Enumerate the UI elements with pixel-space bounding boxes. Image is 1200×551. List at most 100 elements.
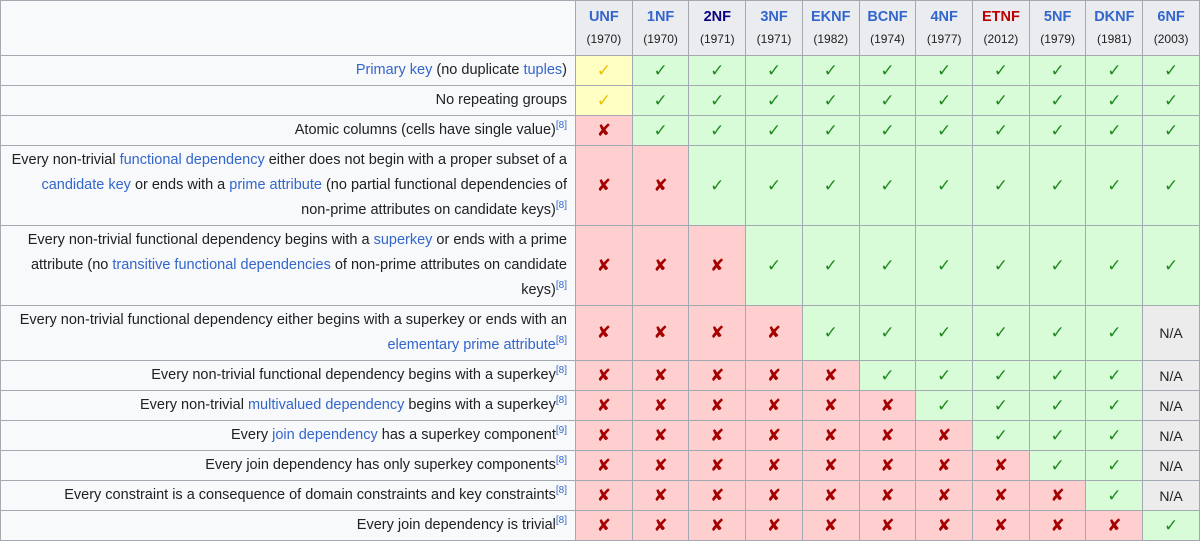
link[interactable]: tuples bbox=[523, 62, 563, 78]
table-row: Atomic columns (cells have single value)… bbox=[0, 115, 1200, 146]
status-cell: ✓ bbox=[1085, 55, 1144, 86]
status-cell: ✓ bbox=[858, 360, 917, 391]
status-cell: ✓ bbox=[1085, 480, 1144, 511]
link[interactable]: superkey bbox=[373, 232, 433, 248]
status-cell: ✘ bbox=[745, 305, 803, 361]
status-cell: ✓ bbox=[745, 55, 803, 86]
reference[interactable]: [8] bbox=[555, 335, 567, 347]
column-name[interactable]: 3NF bbox=[760, 9, 788, 25]
column-name[interactable]: ETNF bbox=[981, 9, 1020, 25]
link[interactable]: transitive functional dependencies bbox=[112, 257, 331, 273]
status-cell: ✓ bbox=[631, 85, 690, 116]
table-row: Every non-trivial functional dependency … bbox=[0, 305, 1200, 361]
reference[interactable]: [8] bbox=[555, 120, 567, 132]
status-cell: ✓ bbox=[1028, 360, 1087, 391]
row-label: Atomic columns (cells have single value)… bbox=[0, 115, 576, 146]
status-cell: ✓ bbox=[1028, 305, 1087, 361]
column-year: (1971) bbox=[756, 32, 792, 46]
link[interactable]: prime attribute bbox=[229, 177, 322, 193]
status-cell: ✓ bbox=[1028, 55, 1087, 86]
status-cell: ✘ bbox=[745, 450, 803, 481]
status-cell: ✘ bbox=[858, 450, 917, 481]
column-year: (1974) bbox=[870, 32, 905, 46]
status-cell: ✘ bbox=[575, 510, 633, 541]
table-row: Primary key (no duplicate tuples) ✓ ✓ ✓ ✓ ✓ ✓ ✓… bbox=[0, 55, 1200, 86]
reference[interactable]: [8] bbox=[555, 200, 567, 212]
column-header: 4NF (1977) bbox=[915, 0, 974, 56]
label-text: either does not begin with a proper subs… bbox=[264, 152, 567, 168]
label-text: of non-prime attributes on candidate key… bbox=[330, 257, 567, 298]
column-name[interactable]: 4NF bbox=[930, 9, 958, 25]
corner-cell bbox=[0, 0, 576, 56]
label-text: No repeating groups bbox=[435, 92, 567, 108]
link[interactable]: functional dependency bbox=[119, 152, 265, 168]
reference[interactable]: [9] bbox=[555, 425, 567, 437]
status-cell: N/A bbox=[1142, 305, 1200, 361]
column-year: (1981) bbox=[1096, 32, 1132, 46]
reference[interactable]: [8] bbox=[555, 485, 567, 497]
column-name[interactable]: DKNF bbox=[1094, 9, 1135, 25]
label-text: Every non-trivial functional dependency … bbox=[151, 367, 556, 383]
status-cell: ✓ bbox=[745, 85, 803, 116]
column-year: (1982) bbox=[813, 32, 849, 46]
table-body: Primary key (no duplicate tuples) ✓ ✓ ✓ ✓ ✓ ✓ ✓… bbox=[0, 55, 1200, 541]
column-year: (2003) bbox=[1153, 32, 1189, 46]
status-cell: ✓ bbox=[915, 305, 974, 361]
reference[interactable]: [8] bbox=[555, 395, 567, 407]
status-cell: ✓ bbox=[972, 115, 1030, 146]
row-label: Every constraint is a consequence of dom… bbox=[0, 480, 576, 511]
status-cell: ✘ bbox=[631, 390, 690, 421]
status-cell: ✓ bbox=[1085, 360, 1144, 391]
status-cell: N/A bbox=[1142, 450, 1200, 481]
column-name[interactable]: BCNF bbox=[867, 9, 908, 25]
link[interactable]: elementary prime attribute bbox=[387, 337, 556, 353]
status-cell: ✓ bbox=[1085, 450, 1144, 481]
reference[interactable]: [8] bbox=[555, 280, 567, 292]
link[interactable]: multivalued dependency bbox=[247, 397, 405, 413]
status-cell: ✓ bbox=[1028, 225, 1087, 306]
status-cell: ✘ bbox=[575, 305, 633, 361]
status-cell: ✘ bbox=[915, 480, 974, 511]
status-cell: ✓ bbox=[858, 145, 917, 226]
status-cell: ✘ bbox=[575, 145, 633, 226]
status-cell: N/A bbox=[1142, 420, 1200, 451]
column-name[interactable]: 6NF bbox=[1157, 9, 1185, 25]
reference[interactable]: [8] bbox=[555, 455, 567, 467]
link[interactable]: join dependency bbox=[272, 427, 378, 443]
status-cell: ✓ bbox=[1028, 115, 1087, 146]
status-cell: ✘ bbox=[631, 225, 690, 306]
table-row: Every join dependency is trivial[8] ✘ ✘ ✘ ✘ ✘… bbox=[0, 510, 1200, 541]
status-cell: ✓ bbox=[631, 115, 690, 146]
status-cell: ✓ bbox=[1142, 115, 1200, 146]
table-row: Every non-trivial functional dependency … bbox=[0, 225, 1200, 306]
status-cell: ✘ bbox=[745, 390, 803, 421]
status-cell: ✓ bbox=[915, 390, 974, 421]
status-cell: ✓ bbox=[858, 305, 917, 361]
reference[interactable]: [8] bbox=[555, 515, 567, 527]
status-cell: ✓ bbox=[1085, 145, 1144, 226]
status-cell: ✓ bbox=[801, 115, 860, 146]
column-year: (2012) bbox=[983, 32, 1019, 46]
column-header: 3NF (1971) bbox=[745, 0, 803, 56]
link[interactable]: candidate key bbox=[41, 177, 131, 193]
header-row: UNF (1970) 1NF (1970) 2NF (1971) 3NF (1971) EKNF… bbox=[0, 0, 1200, 56]
row-label: Every join dependency has only superkey … bbox=[0, 450, 576, 481]
label-text: Every non-trivial bbox=[139, 397, 248, 413]
status-cell: ✓ bbox=[972, 55, 1030, 86]
status-cell: ✘ bbox=[801, 450, 860, 481]
table-row: Every non-trivial functional dependency … bbox=[0, 145, 1200, 226]
column-name[interactable]: EKNF bbox=[810, 9, 851, 25]
column-name[interactable]: 1NF bbox=[646, 9, 675, 25]
status-cell: ✘ bbox=[801, 420, 860, 451]
link[interactable]: Primary key bbox=[355, 62, 433, 78]
reference[interactable]: [8] bbox=[555, 365, 567, 377]
column-name[interactable]: 5NF bbox=[1043, 9, 1072, 25]
status-cell: ✘ bbox=[1085, 510, 1144, 541]
status-cell: ✓ bbox=[972, 85, 1030, 116]
column-name[interactable]: 2NF bbox=[703, 9, 731, 25]
status-cell: ✓ bbox=[1028, 450, 1087, 481]
row-label: Every non-trivial functional dependency … bbox=[0, 360, 576, 391]
column-name[interactable]: UNF bbox=[588, 9, 619, 25]
